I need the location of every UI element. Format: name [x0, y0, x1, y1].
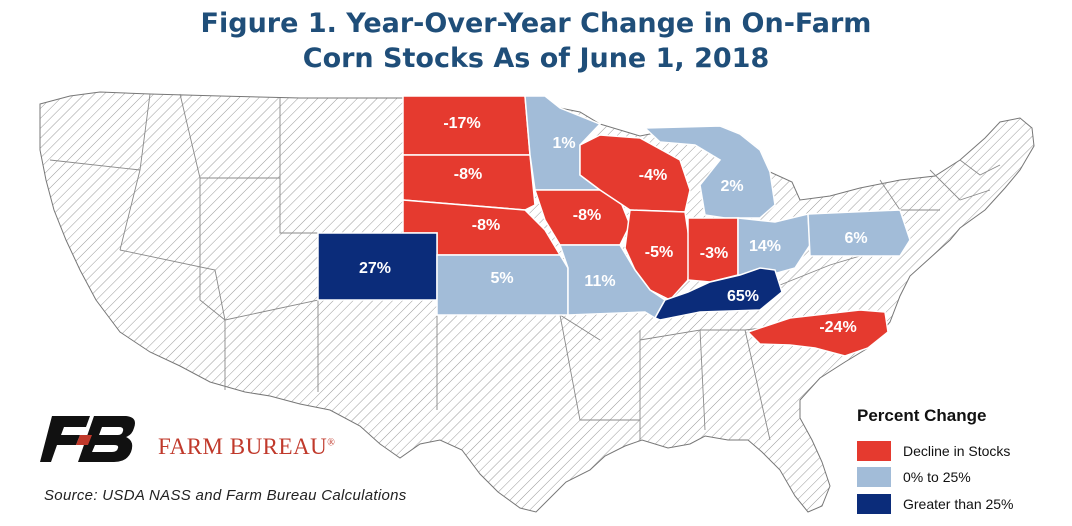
label-michigan: 2%	[720, 178, 743, 195]
title-line-2: Corn Stocks As of June 1, 2018	[302, 43, 770, 74]
map-title: Figure 1. Year-Over-Year Change in On-Fa…	[0, 6, 1072, 76]
label-iowa: -8%	[573, 207, 601, 224]
legend-swatch	[857, 441, 891, 461]
legend-label: Decline in Stocks	[903, 443, 1011, 459]
legend-title: Percent Change	[857, 406, 987, 425]
source-note: Source: USDA NASS and Farm Bureau Calcul…	[44, 487, 407, 504]
label-ohio: 14%	[749, 238, 781, 255]
label-indiana: -3%	[700, 245, 728, 262]
state-pennsylvania	[807, 209, 911, 257]
label-pennsylvania: 6%	[844, 230, 867, 247]
legend-label: Greater than 25%	[903, 496, 1014, 512]
legend-label: 0% to 25%	[903, 469, 971, 485]
label-colorado: 27%	[359, 260, 391, 277]
state-kentucky	[653, 267, 783, 321]
legend-swatch	[857, 467, 891, 487]
farm-bureau-brand: FARM BUREAU®	[158, 434, 335, 460]
registered-mark: ®	[327, 437, 336, 449]
label-missouri: 11%	[584, 273, 615, 290]
farm-bureau-fb-logo-icon	[40, 416, 135, 462]
label-minnesota: 1%	[552, 135, 575, 152]
legend-swatch	[857, 494, 891, 514]
label-south-dakota: -8%	[454, 166, 482, 183]
label-north-dakota: -17%	[443, 115, 480, 132]
label-kansas: 5%	[490, 270, 513, 287]
title-line-1: Figure 1. Year-Over-Year Change in On-Fa…	[200, 8, 872, 39]
label-nebraska: -8%	[472, 217, 500, 234]
label-north-carolina: -24%	[819, 319, 856, 336]
label-illinois: -5%	[645, 244, 673, 261]
label-kentucky: 65%	[727, 288, 759, 305]
label-wisconsin: -4%	[639, 167, 667, 184]
brand-name: FARM BUREAU	[158, 434, 328, 459]
state-south-dakota	[402, 154, 536, 211]
state-north-carolina	[746, 309, 889, 357]
state-wisconsin	[579, 134, 691, 213]
